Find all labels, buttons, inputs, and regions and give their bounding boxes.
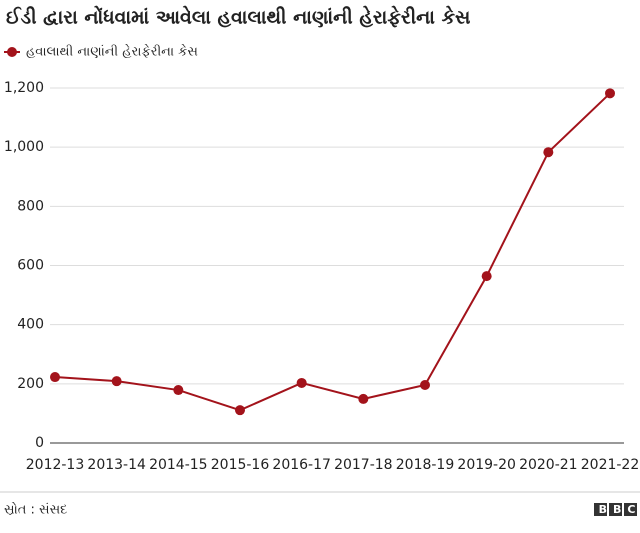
y-tick-label: 800 [17,198,44,214]
legend-label: હવાલાથી નાણાંની હેરાફેરીના કેસ [26,43,198,59]
data-point [358,393,369,404]
data-point [235,405,245,416]
data-point [481,271,492,282]
y-tick-label: 1,000 [4,139,44,155]
x-tick-label: 2014-15 [149,457,208,473]
data-point [543,147,554,158]
y-tick-label: 1,200 [4,80,44,96]
x-tick-label: 2015-16 [211,457,270,473]
logo-box [594,503,607,516]
data-point [173,385,184,396]
data-point [296,377,307,388]
series-line [54,92,611,412]
x-tick-label: 2012-13 [26,457,85,473]
data-point [50,372,60,383]
logo-text: BBC [599,503,640,516]
legend-marker [7,47,17,57]
data-point [111,376,122,387]
x-tick-label: 2017-18 [334,457,393,473]
logo-box [609,503,622,516]
y-tick-label: 0 [35,435,44,451]
x-tick-label: 2018-19 [396,457,455,473]
chart-title: ઈડી દ્વારા નોંધવામાં આવેલા હવાલાથી નાણાં… [6,5,470,28]
logo-box [624,503,637,516]
x-tick-label: 2020-21 [519,457,578,473]
data-point [420,380,430,391]
data-point [605,88,615,99]
source: સ્રોત : સંસદ [4,502,67,518]
y-tick-label: 400 [17,317,44,333]
y-tick-label: 600 [17,258,44,274]
logo: BBC [594,503,640,516]
x-tick-label: 2019-20 [457,457,516,473]
x-tick-label: 2013-14 [87,457,146,473]
y-tick-label: 200 [17,376,44,392]
x-tick-label: 2021-22 [581,457,640,473]
x-tick-label: 2016-17 [272,457,331,473]
